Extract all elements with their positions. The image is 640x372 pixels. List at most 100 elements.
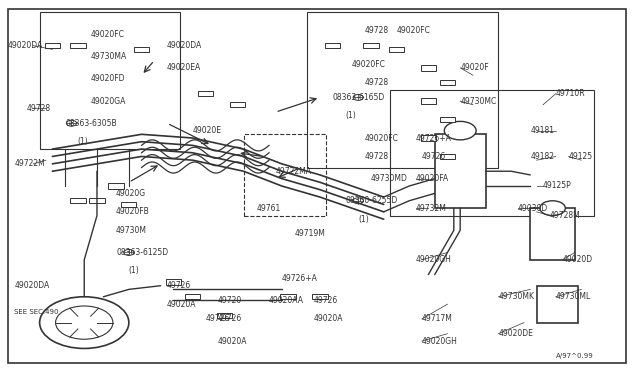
Text: 49722MA: 49722MA: [275, 167, 312, 176]
Bar: [280, 294, 296, 299]
Text: 49020G: 49020G: [116, 189, 146, 198]
Bar: [390, 90, 594, 215]
Text: 49720: 49720: [218, 296, 243, 305]
Text: 49020FC: 49020FC: [91, 30, 124, 39]
Bar: [420, 135, 436, 141]
Text: 49020A: 49020A: [218, 337, 248, 346]
Bar: [166, 279, 181, 285]
Text: 49726: 49726: [167, 281, 191, 290]
Bar: [531, 208, 575, 260]
Bar: [440, 117, 455, 122]
Text: 49020FD: 49020FD: [91, 74, 125, 83]
Bar: [70, 198, 86, 203]
Text: 49020F: 49020F: [460, 63, 489, 72]
Text: 08363-6305B: 08363-6305B: [65, 119, 116, 128]
Bar: [537, 286, 578, 323]
Bar: [45, 43, 60, 48]
Text: 49020DA: 49020DA: [14, 281, 49, 290]
Text: 49728: 49728: [365, 26, 388, 35]
Text: 49020GH: 49020GH: [422, 337, 458, 346]
Bar: [325, 43, 340, 48]
Text: 49020FA: 49020FA: [415, 174, 449, 183]
Circle shape: [67, 120, 77, 126]
Text: 49020D: 49020D: [562, 255, 592, 264]
Bar: [440, 80, 455, 85]
Bar: [440, 154, 455, 159]
Text: 49020GA: 49020GA: [91, 97, 126, 106]
Bar: [198, 91, 213, 96]
Text: 49732M: 49732M: [415, 203, 447, 213]
Text: 49726+A: 49726+A: [282, 274, 317, 283]
Circle shape: [124, 250, 134, 256]
Circle shape: [540, 201, 565, 215]
Text: 49717M: 49717M: [422, 314, 453, 323]
Text: 49125: 49125: [568, 152, 593, 161]
Bar: [435, 134, 486, 208]
Text: 49020A: 49020A: [314, 314, 343, 323]
Text: 49020DA: 49020DA: [8, 41, 43, 50]
Text: 49020FC: 49020FC: [396, 26, 430, 35]
Bar: [389, 47, 404, 52]
Text: A/97^0.99: A/97^0.99: [556, 353, 593, 359]
Bar: [230, 102, 245, 108]
Text: (1): (1): [78, 137, 88, 146]
Text: 49761: 49761: [256, 203, 280, 213]
Text: 49020DA: 49020DA: [167, 41, 202, 50]
Text: 49181: 49181: [531, 126, 554, 135]
Text: 49020FB: 49020FB: [116, 207, 150, 217]
Bar: [185, 294, 200, 299]
Text: 49730M: 49730M: [116, 226, 147, 235]
Text: 49710R: 49710R: [556, 89, 586, 98]
Bar: [364, 43, 379, 48]
Text: 49728: 49728: [365, 78, 388, 87]
Bar: [70, 43, 86, 48]
Text: (1): (1): [346, 111, 356, 121]
Bar: [134, 47, 149, 52]
Bar: [420, 99, 436, 104]
Text: (1): (1): [129, 266, 140, 275]
Text: 49726: 49726: [205, 314, 230, 323]
Bar: [40, 13, 180, 149]
Bar: [90, 198, 104, 203]
Text: 49730MA: 49730MA: [91, 52, 127, 61]
Text: 49125P: 49125P: [543, 182, 572, 190]
Text: 08360-6255D: 08360-6255D: [346, 196, 397, 205]
Bar: [244, 134, 326, 215]
Text: 49730MD: 49730MD: [371, 174, 408, 183]
Bar: [217, 312, 232, 318]
Text: 49728M: 49728M: [549, 211, 580, 220]
Bar: [420, 65, 436, 71]
Text: 49020A: 49020A: [167, 300, 196, 309]
Text: 49020GH: 49020GH: [415, 255, 451, 264]
Bar: [108, 183, 124, 189]
Circle shape: [444, 121, 476, 140]
Text: 49030D: 49030D: [518, 203, 548, 213]
Circle shape: [353, 198, 364, 204]
Text: 49730MK: 49730MK: [499, 292, 534, 301]
Bar: [307, 13, 499, 167]
Text: 49726: 49726: [422, 152, 446, 161]
Text: 49726+A: 49726+A: [415, 134, 451, 142]
Text: 49020FC: 49020FC: [352, 60, 386, 69]
Text: (1): (1): [358, 215, 369, 224]
Bar: [121, 202, 136, 207]
Text: 08363-6125D: 08363-6125D: [116, 248, 168, 257]
Circle shape: [353, 94, 364, 100]
Text: 49726: 49726: [218, 314, 243, 323]
Text: 49020AA: 49020AA: [269, 296, 304, 305]
Text: SEE SEC.490: SEE SEC.490: [14, 308, 59, 315]
Bar: [312, 294, 328, 299]
Text: 49730MC: 49730MC: [460, 97, 497, 106]
Text: 49730ML: 49730ML: [556, 292, 591, 301]
Text: 08363-6165D: 08363-6165D: [333, 93, 385, 102]
Text: 49020DE: 49020DE: [499, 329, 533, 338]
Text: 49182: 49182: [531, 152, 554, 161]
Text: 49722M: 49722M: [14, 159, 45, 169]
Text: 49726: 49726: [314, 296, 338, 305]
Text: 49020FC: 49020FC: [365, 134, 399, 142]
Text: 49728: 49728: [365, 152, 388, 161]
Text: 49719M: 49719M: [294, 230, 325, 238]
Text: 49020EA: 49020EA: [167, 63, 202, 72]
Text: 49020E: 49020E: [193, 126, 221, 135]
Text: 49728: 49728: [27, 104, 51, 113]
